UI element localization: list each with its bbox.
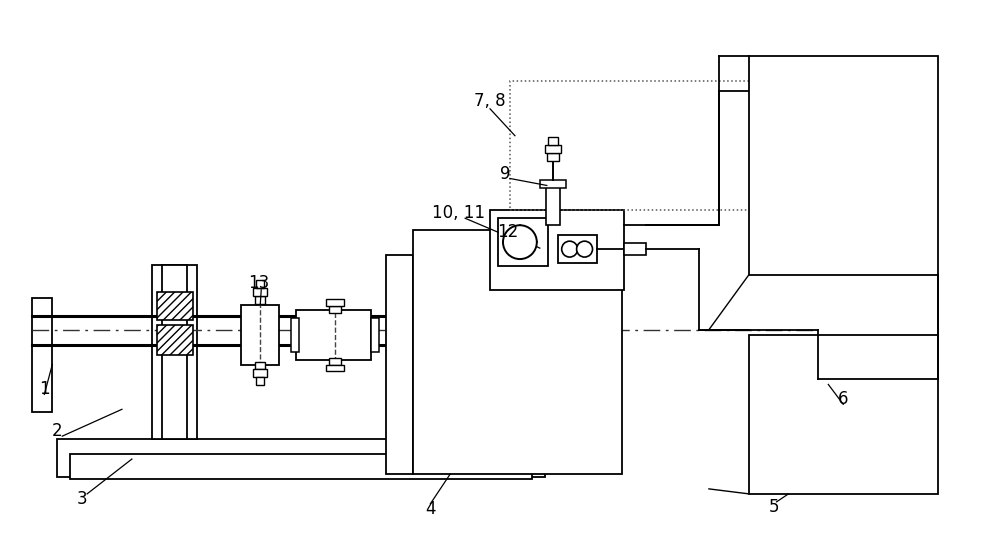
Bar bbox=[256, 280, 264, 288]
Bar bbox=[253, 288, 267, 296]
Bar bbox=[413, 230, 622, 474]
Bar bbox=[548, 137, 558, 145]
Bar bbox=[510, 81, 818, 211]
Text: 4: 4 bbox=[425, 500, 436, 518]
Bar bbox=[326, 364, 344, 372]
Text: 5: 5 bbox=[768, 498, 779, 516]
Bar bbox=[70, 454, 532, 479]
Text: 7, 8: 7, 8 bbox=[474, 92, 506, 110]
Bar bbox=[490, 211, 624, 290]
Bar bbox=[386, 255, 413, 474]
Bar bbox=[291, 318, 299, 351]
Bar bbox=[326, 299, 344, 306]
Bar bbox=[546, 186, 560, 225]
Bar bbox=[749, 335, 938, 494]
Bar bbox=[255, 296, 265, 304]
Circle shape bbox=[577, 241, 593, 257]
Bar bbox=[162, 265, 187, 439]
Text: 2: 2 bbox=[52, 422, 63, 440]
Bar bbox=[256, 378, 264, 385]
Text: 13: 13 bbox=[249, 274, 270, 292]
Text: 6: 6 bbox=[838, 391, 848, 409]
Circle shape bbox=[562, 241, 578, 257]
Bar bbox=[624, 243, 646, 255]
Bar bbox=[545, 145, 561, 153]
Text: 3: 3 bbox=[77, 490, 87, 508]
Bar bbox=[57, 439, 545, 477]
Bar bbox=[157, 325, 193, 355]
Bar bbox=[296, 310, 371, 360]
Bar bbox=[547, 153, 559, 160]
Bar bbox=[540, 181, 566, 188]
Bar bbox=[32, 298, 52, 412]
Text: 9: 9 bbox=[500, 164, 510, 182]
Bar bbox=[157, 292, 193, 320]
Text: 1: 1 bbox=[39, 380, 50, 398]
Bar bbox=[152, 265, 197, 439]
Bar bbox=[329, 357, 341, 364]
Bar bbox=[558, 235, 597, 263]
Bar bbox=[371, 318, 379, 351]
Bar bbox=[749, 56, 938, 275]
Circle shape bbox=[503, 225, 537, 259]
Text: 10, 11: 10, 11 bbox=[432, 205, 485, 222]
Bar bbox=[255, 362, 265, 369]
Bar bbox=[329, 306, 341, 313]
Bar bbox=[241, 305, 279, 364]
Bar bbox=[498, 218, 548, 266]
Text: 12: 12 bbox=[497, 223, 519, 241]
Bar bbox=[253, 369, 267, 378]
